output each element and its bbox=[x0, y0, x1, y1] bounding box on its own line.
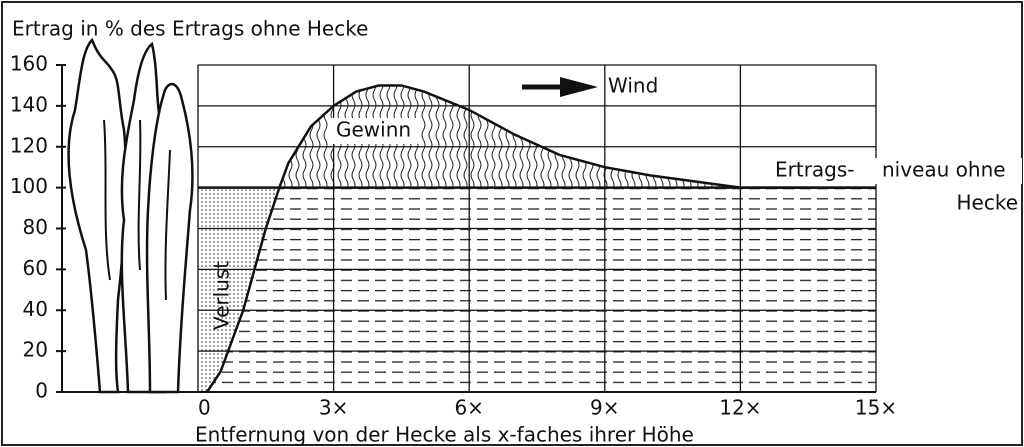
level-label: Ertrags- bbox=[775, 158, 855, 182]
y-tick-label: 160 bbox=[10, 52, 48, 76]
chart: Ertrag in % des Ertrags ohne Hecke Entfe… bbox=[0, 0, 1024, 447]
y-tick-label: 40 bbox=[23, 297, 48, 321]
y-tick-label: 0 bbox=[35, 379, 48, 403]
wind-label: Wind bbox=[608, 74, 658, 98]
y-tick-label: 60 bbox=[23, 256, 48, 280]
level-label: Hecke bbox=[956, 191, 1018, 215]
y-tick-label: 80 bbox=[23, 215, 48, 239]
y-tick-label: 20 bbox=[23, 338, 48, 362]
gain-label: Gewinn bbox=[336, 118, 411, 142]
x-axis-label: Entfernung von der Hecke als x-faches ih… bbox=[195, 423, 694, 447]
x-tick-label: 9× bbox=[590, 396, 619, 420]
x-tick-label: 12× bbox=[719, 396, 761, 420]
x-tick-label: 3× bbox=[319, 396, 348, 420]
y-tick-label: 100 bbox=[10, 174, 48, 198]
x-tick-label: 0 bbox=[198, 396, 211, 420]
level-label: niveau ohne bbox=[882, 158, 1006, 182]
axis-title: Ertrag in % des Ertrags ohne Hecke bbox=[12, 17, 368, 41]
y-tick-label: 140 bbox=[10, 92, 48, 116]
x-tick-label: 6× bbox=[454, 396, 483, 420]
y-tick-label: 120 bbox=[10, 133, 48, 157]
loss-label: Verlust bbox=[210, 261, 234, 330]
x-tick-label: 15× bbox=[855, 396, 897, 420]
